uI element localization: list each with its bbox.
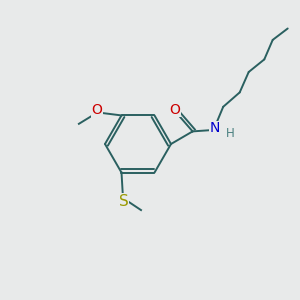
Text: H: H: [226, 127, 235, 140]
Text: O: O: [92, 103, 102, 117]
Text: N: N: [210, 122, 220, 135]
Text: O: O: [169, 103, 180, 117]
Text: S: S: [119, 194, 128, 209]
